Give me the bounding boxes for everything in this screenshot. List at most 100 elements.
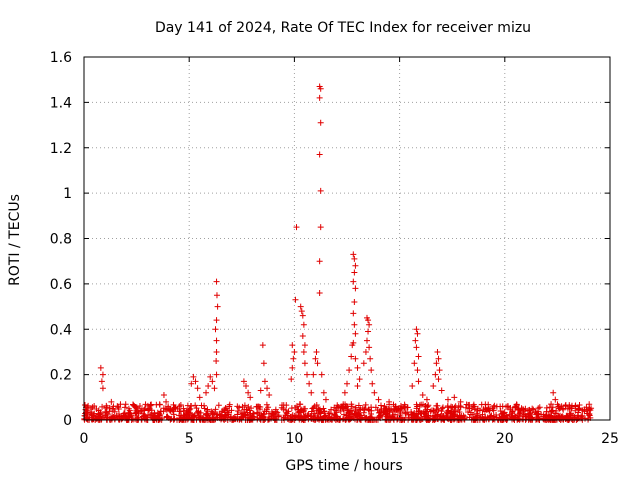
data-point xyxy=(117,401,124,408)
data-point xyxy=(310,416,317,423)
data-point xyxy=(160,392,167,399)
data-point xyxy=(351,321,358,328)
data-point xyxy=(414,330,421,337)
data-point xyxy=(222,416,229,423)
data-point xyxy=(213,317,220,324)
data-point xyxy=(512,404,519,411)
data-point xyxy=(203,410,210,417)
data-point xyxy=(535,410,542,417)
data-point xyxy=(102,408,109,415)
data-point xyxy=(350,278,357,285)
data-point xyxy=(351,255,358,262)
y-tick-label: 0 xyxy=(63,413,72,429)
data-point xyxy=(301,342,308,349)
data-point xyxy=(84,410,91,417)
data-point xyxy=(201,402,208,409)
data-point xyxy=(318,371,325,378)
data-point xyxy=(466,405,473,412)
data-point xyxy=(560,406,567,413)
data-point xyxy=(99,371,106,378)
data-point xyxy=(250,410,257,417)
plot-frame xyxy=(83,56,611,421)
data-point xyxy=(163,406,170,413)
data-point xyxy=(257,387,264,394)
data-point xyxy=(412,337,419,344)
data-point xyxy=(365,328,372,335)
data-point xyxy=(206,415,213,422)
data-point xyxy=(266,392,273,399)
data-point xyxy=(543,408,550,415)
data-point xyxy=(534,414,541,421)
data-point xyxy=(332,407,339,414)
data-point xyxy=(497,403,504,410)
data-point xyxy=(197,416,204,423)
data-point xyxy=(146,412,153,419)
data-point xyxy=(312,412,319,419)
data-point xyxy=(239,414,246,421)
data-point xyxy=(188,380,195,387)
data-point xyxy=(213,278,220,285)
data-point xyxy=(297,303,304,310)
x-tick-label: 25 xyxy=(601,431,619,447)
data-point xyxy=(532,409,539,416)
data-point xyxy=(311,403,318,410)
y-tick-label: 1.4 xyxy=(50,95,72,111)
x-tick-label: 0 xyxy=(80,431,89,447)
data-point xyxy=(479,413,486,420)
data-point xyxy=(491,416,498,423)
data-point xyxy=(170,408,177,415)
data-point xyxy=(288,405,295,412)
data-point xyxy=(362,405,369,412)
data-point xyxy=(439,405,446,412)
data-point xyxy=(90,412,97,419)
data-point xyxy=(376,412,383,419)
data-point xyxy=(243,406,250,413)
data-point xyxy=(109,405,116,412)
data-point xyxy=(586,401,593,408)
data-point xyxy=(114,403,121,410)
data-point xyxy=(184,410,191,417)
data-point xyxy=(512,414,519,421)
data-point xyxy=(122,401,129,408)
data-point xyxy=(85,414,92,421)
data-point xyxy=(356,407,363,414)
data-point xyxy=(352,285,359,292)
data-point xyxy=(205,382,212,389)
data-point xyxy=(147,402,154,409)
data-point xyxy=(342,404,349,411)
y-tick-label: 0.2 xyxy=(50,368,72,384)
data-point xyxy=(212,326,219,333)
data-point xyxy=(575,406,582,413)
data-point xyxy=(518,405,525,412)
x-tick-label: 5 xyxy=(185,431,194,447)
data-point xyxy=(351,269,358,276)
data-point xyxy=(213,371,220,378)
data-point xyxy=(316,94,323,101)
data-point xyxy=(432,371,439,378)
data-point xyxy=(552,396,559,403)
data-point xyxy=(81,401,88,408)
data-point xyxy=(367,355,374,362)
data-point xyxy=(195,408,202,415)
data-point xyxy=(439,404,446,411)
data-point xyxy=(193,405,200,412)
data-point xyxy=(363,337,370,344)
data-point xyxy=(581,406,588,413)
data-point xyxy=(317,85,324,92)
data-point xyxy=(116,415,123,422)
data-point xyxy=(352,406,359,413)
data-point xyxy=(526,407,533,414)
data-point xyxy=(255,403,262,410)
data-point xyxy=(290,355,297,362)
data-point xyxy=(394,416,401,423)
data-point xyxy=(96,411,103,418)
data-point xyxy=(401,404,408,411)
data-point xyxy=(312,355,319,362)
data-point xyxy=(130,402,137,409)
data-point xyxy=(291,412,298,419)
data-point xyxy=(473,414,480,421)
data-point xyxy=(317,409,324,416)
data-point xyxy=(513,402,520,409)
x-tick-label: 15 xyxy=(391,431,409,447)
data-point xyxy=(328,406,335,413)
